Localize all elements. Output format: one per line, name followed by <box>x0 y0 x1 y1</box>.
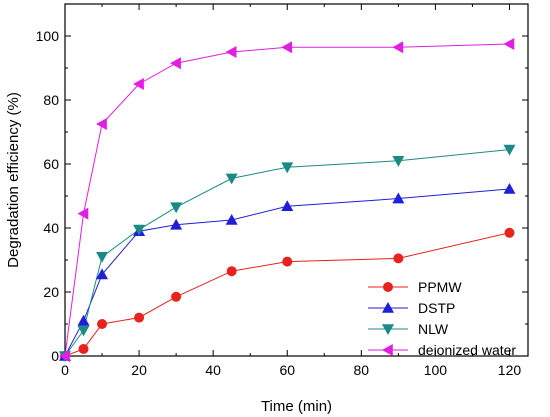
data-point <box>504 227 515 238</box>
y-tick-label: 60 <box>43 156 59 172</box>
x-tick-label: 40 <box>205 362 221 378</box>
data-point <box>281 41 293 54</box>
data-point <box>170 202 183 214</box>
y-tick-label: 20 <box>43 284 59 300</box>
data-point <box>97 319 108 329</box>
x-tick-label: 60 <box>279 362 295 378</box>
data-point <box>134 312 145 323</box>
data-point <box>96 252 109 263</box>
legend-label: DSTP <box>418 300 455 316</box>
legend-marker <box>382 344 393 356</box>
data-point <box>170 57 181 70</box>
y-axis-title: Degradation efficiency (%) <box>5 92 22 268</box>
legend: PPMW DSTP NLW deionized water <box>368 279 516 358</box>
tick-labels: 0 20 40 60 80 100 120 0 20 40 60 80 100 <box>36 28 522 378</box>
y-tick-label: 40 <box>43 220 59 236</box>
y-tick-label: 80 <box>43 92 59 108</box>
data-point <box>392 156 405 167</box>
data-point <box>133 224 146 236</box>
data-point <box>503 38 515 50</box>
legend-label: PPMW <box>418 279 462 295</box>
legend-marker <box>382 324 394 335</box>
x-tick-label: 20 <box>131 362 147 378</box>
data-point <box>226 266 237 277</box>
data-point <box>225 46 237 58</box>
data-point <box>281 162 294 174</box>
legend-label: NLW <box>418 321 449 337</box>
x-tick-label: 120 <box>498 362 522 378</box>
data-point <box>503 144 516 156</box>
x-tick-label: 0 <box>61 362 69 378</box>
series-markers <box>59 38 516 362</box>
data-point <box>133 78 144 90</box>
legend-marker <box>383 282 393 292</box>
y-tick-label: 0 <box>51 348 59 364</box>
data-point <box>170 218 183 230</box>
x-tick-label: 80 <box>354 362 370 378</box>
plot-area <box>64 3 529 357</box>
y-tick-label: 100 <box>36 28 60 44</box>
data-point <box>77 325 90 337</box>
data-point <box>392 192 405 204</box>
data-point <box>96 118 107 130</box>
axis-ticks <box>64 4 528 357</box>
data-point <box>171 291 182 302</box>
legend-marker <box>382 302 394 313</box>
data-point <box>281 200 294 212</box>
data-point <box>392 41 404 54</box>
x-tick-label: 100 <box>424 362 448 378</box>
data-point <box>77 314 90 326</box>
plot-border <box>64 3 529 357</box>
data-point <box>503 182 516 194</box>
data-point <box>225 214 238 225</box>
data-point <box>96 268 109 280</box>
data-point <box>282 256 293 267</box>
data-point <box>59 350 70 362</box>
x-axis-title: Time (min) <box>261 398 332 415</box>
data-point <box>393 253 404 264</box>
data-point <box>77 207 89 220</box>
data-point <box>225 173 238 185</box>
legend-label: deionized water <box>418 342 516 358</box>
data-point <box>78 343 89 354</box>
